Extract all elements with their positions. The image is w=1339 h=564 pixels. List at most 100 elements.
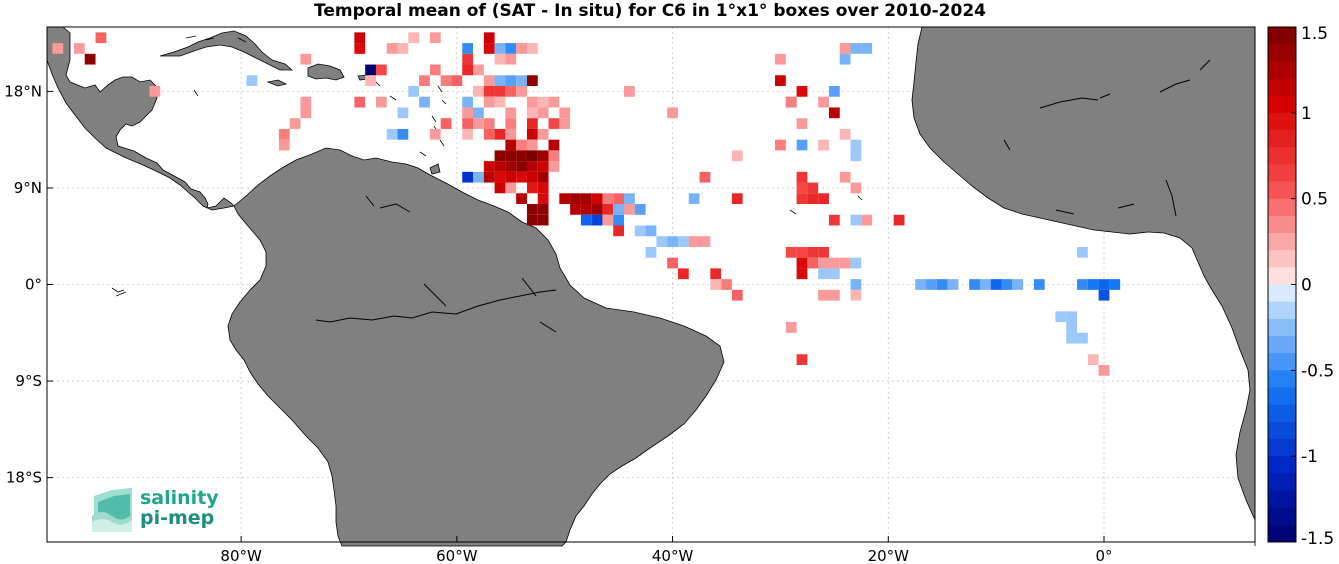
anomaly-cell bbox=[602, 204, 614, 215]
anomaly-cell bbox=[667, 236, 678, 247]
anomaly-cell bbox=[796, 86, 808, 97]
anomaly-cell bbox=[850, 182, 862, 194]
colorbar-step bbox=[1268, 61, 1296, 79]
x-tick-label: 0° bbox=[1095, 547, 1112, 564]
anomaly-cell bbox=[537, 204, 549, 215]
anomaly-cell bbox=[580, 193, 592, 205]
anomaly-cell bbox=[731, 289, 743, 301]
anomaly-cell bbox=[483, 86, 495, 97]
anomaly-cell bbox=[850, 279, 862, 290]
anomaly-cell bbox=[505, 182, 517, 194]
anomaly-cell bbox=[494, 171, 506, 183]
anomaly-cell bbox=[537, 182, 549, 194]
anomaly-cell bbox=[246, 75, 258, 87]
anomaly-cell bbox=[494, 75, 506, 87]
anomaly-cell bbox=[300, 53, 312, 65]
anomaly-cell bbox=[570, 204, 581, 215]
anomaly-cell bbox=[580, 214, 592, 226]
anomaly-cell bbox=[526, 182, 538, 194]
anomaly-cell bbox=[559, 118, 571, 129]
anomaly-cell bbox=[818, 268, 829, 280]
y-axis: 18°N 9°N 0° 9°S 18°S bbox=[4, 82, 53, 487]
anomaly-cell bbox=[483, 32, 495, 44]
anomaly-cell bbox=[818, 96, 829, 108]
colorbar-step bbox=[1268, 164, 1296, 182]
anomaly-cell bbox=[537, 128, 549, 140]
colorbar-step bbox=[1268, 439, 1296, 457]
anomaly-cell bbox=[1087, 354, 1099, 365]
anomaly-cell bbox=[645, 225, 657, 237]
anomaly-cell bbox=[1098, 289, 1110, 301]
anomaly-cell bbox=[526, 171, 538, 183]
coast-islands-left bbox=[111, 35, 247, 297]
anomaly-cell bbox=[408, 86, 420, 97]
logo-waves-icon bbox=[92, 488, 132, 532]
anomaly-cell bbox=[850, 214, 862, 226]
anomaly-cell bbox=[429, 32, 441, 44]
anomaly-cell bbox=[828, 214, 840, 226]
anomaly-cell bbox=[289, 118, 301, 129]
anomaly-cell bbox=[149, 86, 161, 97]
anomaly-cell bbox=[473, 118, 484, 129]
anomaly-cell bbox=[462, 118, 474, 129]
anomaly-cell bbox=[494, 86, 506, 97]
anomaly-cell bbox=[397, 107, 409, 119]
anomaly-cell bbox=[473, 107, 484, 119]
y-tick-label: 9°N bbox=[14, 179, 42, 197]
anomaly-cell bbox=[818, 289, 829, 301]
colorbar: 1.5 1 0.5 0 -0.5 -1 -1.5 bbox=[1267, 24, 1334, 549]
x-tick-label: 40°W bbox=[652, 547, 694, 564]
colorbar-step bbox=[1268, 490, 1296, 509]
anomaly-cell bbox=[516, 161, 527, 172]
colorbar-step bbox=[1268, 250, 1296, 268]
anomaly-cell bbox=[526, 107, 538, 119]
anomaly-cell bbox=[440, 75, 452, 87]
anomaly-cell bbox=[796, 139, 808, 151]
anomaly-cell bbox=[440, 118, 452, 129]
anomaly-cell bbox=[526, 128, 538, 140]
anomaly-cell bbox=[505, 128, 517, 140]
anomaly-cell bbox=[526, 214, 538, 226]
anomaly-cell bbox=[1001, 279, 1013, 290]
anomaly-cell bbox=[861, 43, 873, 54]
anomaly-cell bbox=[300, 107, 312, 119]
anomaly-cell bbox=[839, 43, 851, 54]
anomaly-cell bbox=[462, 43, 474, 54]
hispaniola-land bbox=[307, 63, 345, 81]
africa-land bbox=[911, 26, 1256, 546]
anomaly-cell bbox=[526, 75, 538, 87]
anomaly-cell bbox=[429, 64, 441, 76]
anomaly-cell bbox=[1066, 322, 1078, 333]
anomaly-cell bbox=[677, 236, 689, 247]
anomaly-cell bbox=[516, 139, 527, 151]
anomaly-cell bbox=[505, 171, 517, 183]
anomaly-cell bbox=[807, 246, 819, 258]
anomaly-cell bbox=[84, 53, 96, 65]
colorbar-step bbox=[1268, 181, 1296, 200]
anomaly-cell bbox=[52, 43, 64, 54]
anomaly-cell bbox=[462, 96, 474, 108]
y-tick-label: 0° bbox=[25, 276, 42, 294]
anomaly-cell bbox=[505, 150, 517, 162]
anomaly-cell bbox=[839, 257, 851, 269]
anomaly-cell bbox=[419, 75, 430, 87]
colorbar-step bbox=[1268, 353, 1296, 371]
anomaly-cell bbox=[375, 96, 387, 108]
anomaly-cell bbox=[624, 86, 635, 97]
anomaly-cell bbox=[602, 214, 614, 226]
anomaly-cell bbox=[526, 118, 538, 129]
anomaly-cell bbox=[505, 161, 517, 172]
colorbar-step bbox=[1268, 318, 1296, 337]
colorbar-step bbox=[1268, 95, 1296, 114]
anomaly-cell bbox=[537, 214, 549, 226]
anomaly-cell bbox=[397, 128, 409, 140]
anomaly-cell bbox=[710, 279, 722, 290]
anomaly-cell bbox=[548, 118, 560, 129]
colorbar-step bbox=[1268, 198, 1296, 217]
logo-text-salinity: salinity bbox=[140, 487, 219, 509]
anomaly-cell bbox=[548, 139, 560, 151]
logo-text-pimep: pi-mep bbox=[140, 507, 215, 529]
anomaly-cell bbox=[775, 75, 786, 87]
anomaly-cell bbox=[807, 193, 819, 205]
anomaly-cell bbox=[494, 53, 506, 65]
